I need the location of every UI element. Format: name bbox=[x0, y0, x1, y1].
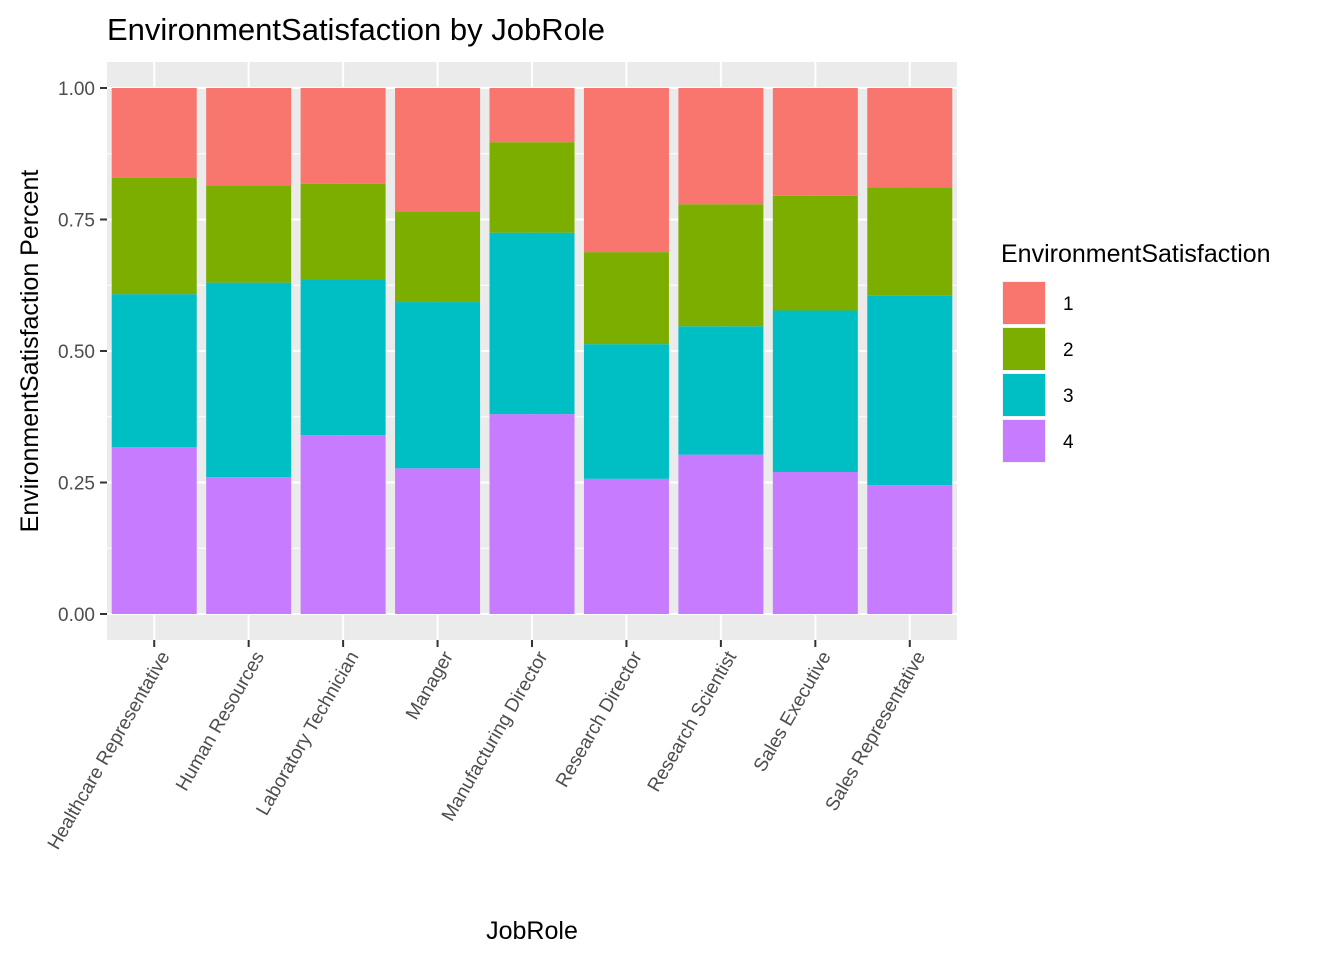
x-tick-label: Sales Representative bbox=[822, 648, 930, 815]
bar-segment bbox=[395, 211, 481, 303]
x-axis-title: JobRole bbox=[486, 917, 578, 945]
legend-label: 4 bbox=[1063, 432, 1074, 453]
legend-title: EnvironmentSatisfaction bbox=[1001, 240, 1271, 268]
x-tick-label: Human Resources bbox=[172, 648, 269, 795]
bar-segment bbox=[867, 187, 953, 296]
bar-segment bbox=[772, 310, 858, 472]
legend-swatch bbox=[1003, 374, 1045, 416]
bar-segment bbox=[111, 88, 197, 178]
legend-label: 1 bbox=[1063, 294, 1074, 315]
bar-segment bbox=[300, 88, 386, 184]
x-tick-label: Manufacturing Director bbox=[438, 647, 553, 825]
y-tick-label: 1.00 bbox=[58, 79, 95, 100]
legend-swatch bbox=[1003, 328, 1045, 370]
bar-segment bbox=[772, 88, 858, 196]
chart-title: EnvironmentSatisfaction by JobRole bbox=[107, 12, 605, 47]
bar-segment bbox=[678, 204, 764, 327]
bar-segment bbox=[206, 477, 292, 614]
x-tick-label: Research Director bbox=[552, 647, 647, 791]
bar-segment bbox=[772, 195, 858, 311]
bar-segment bbox=[300, 183, 386, 280]
bar-segment bbox=[867, 88, 953, 188]
bars bbox=[111, 88, 953, 614]
bar-segment bbox=[111, 447, 197, 614]
bar-segment bbox=[583, 478, 669, 614]
bar-segment bbox=[678, 88, 764, 205]
bar-segment bbox=[395, 302, 481, 469]
bar-segment bbox=[489, 414, 575, 614]
bar-segment bbox=[206, 185, 292, 283]
bar-segment bbox=[583, 252, 669, 345]
bar-segment bbox=[678, 454, 764, 614]
y-axis: 0.00 0.25 0.50 0.75 1.00 bbox=[58, 79, 107, 626]
legend-label: 2 bbox=[1063, 340, 1074, 361]
x-tick-label: Sales Executive bbox=[750, 648, 836, 776]
y-axis-title: EnvironmentSatisfaction Percent bbox=[16, 170, 44, 533]
y-tick-label: 0.75 bbox=[58, 211, 95, 232]
legend: EnvironmentSatisfaction 1 2 3 4 bbox=[1001, 240, 1271, 463]
bar-segment bbox=[678, 326, 764, 455]
x-tick-label: Research Scientist bbox=[644, 647, 742, 795]
bar-segment bbox=[772, 471, 858, 614]
bar-segment bbox=[583, 88, 669, 253]
bar-segment bbox=[300, 435, 386, 614]
bar-segment bbox=[206, 282, 292, 478]
bar-segment bbox=[206, 88, 292, 186]
x-tick-label: Laboratory Technician bbox=[252, 648, 363, 819]
legend-swatch bbox=[1003, 420, 1045, 462]
y-tick-label: 0.25 bbox=[58, 474, 95, 495]
bar-segment bbox=[300, 279, 386, 436]
bar-segment bbox=[395, 468, 481, 614]
x-tick-label: Manager bbox=[402, 647, 458, 723]
bar-segment bbox=[583, 344, 669, 479]
bar-segment bbox=[489, 142, 575, 233]
bar-segment bbox=[395, 88, 481, 212]
legend-label: 3 bbox=[1063, 386, 1074, 407]
bar-segment bbox=[111, 294, 197, 448]
bar-segment bbox=[489, 88, 575, 143]
x-tick-label: Healthcare Representative bbox=[44, 648, 175, 853]
bar-segment bbox=[489, 232, 575, 415]
bar-segment bbox=[867, 295, 953, 486]
legend-swatch bbox=[1003, 282, 1045, 324]
y-tick-label: 0.50 bbox=[58, 342, 95, 363]
bar-segment bbox=[867, 485, 953, 614]
bar-segment bbox=[111, 177, 197, 295]
y-tick-label: 0.00 bbox=[58, 605, 95, 626]
